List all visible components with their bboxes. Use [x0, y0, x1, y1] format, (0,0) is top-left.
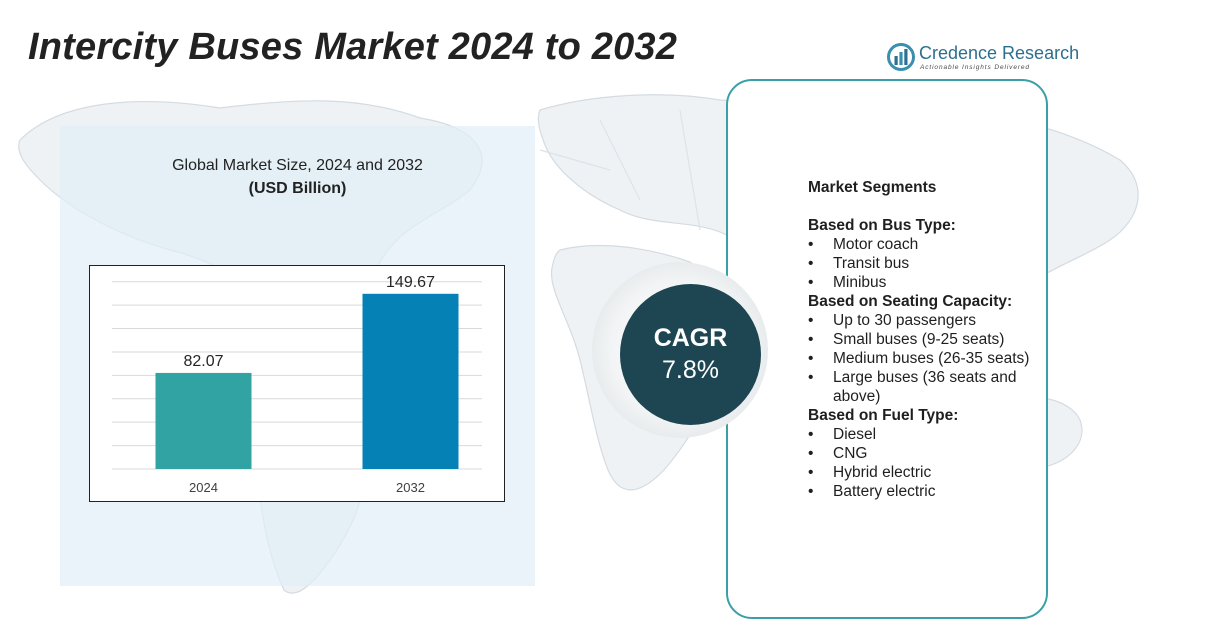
chart-unit: (USD Billion) — [248, 180, 347, 197]
chart-data-label: 149.67 — [386, 274, 435, 291]
chart-panel: Global Market Size, 2024 and 2032 (USD B… — [60, 126, 535, 586]
chart-bar-2032 — [362, 293, 459, 469]
segment-item: Diesel — [808, 425, 1043, 444]
chart-title: Global Market Size, 2024 and 2032 — [172, 157, 423, 174]
segment-item: Motor coach — [808, 235, 1043, 254]
logo-tagline: Actionable Insights Delivered — [920, 64, 1030, 71]
segment-item: Up to 30 passengers — [808, 311, 1043, 330]
segment-item: Battery electric — [808, 482, 1043, 501]
cagr-label: CAGR — [653, 324, 728, 352]
chart-bars — [155, 293, 459, 469]
chart-category-label: 2024 — [189, 480, 218, 495]
segment-item: Minibus — [808, 273, 1043, 292]
segment-group-bus-type: Based on Bus Type: Motor coach Transit b… — [808, 216, 1043, 292]
segment-item: Small buses (9-25 seats) — [808, 330, 1043, 349]
cagr-badge: CAGR 7.8% — [592, 262, 782, 452]
segment-group-fuel-type: Based on Fuel Type: Diesel CNG Hybrid el… — [808, 406, 1043, 501]
segment-item: Large buses (36 seats and above) — [808, 368, 1043, 406]
segment-group-title: Based on Bus Type: — [808, 217, 956, 234]
bar-chart: 82.07 2024 149.67 2032 — [89, 265, 505, 502]
logo-name: Credence Research — [919, 43, 1080, 63]
page-title: Intercity Buses Market 2024 to 2032 — [28, 26, 678, 68]
cagr-circle: CAGR 7.8% — [620, 284, 761, 425]
segment-item: Transit bus — [808, 254, 1043, 273]
chart-data-label: 82.07 — [183, 353, 223, 370]
credence-research-logo[interactable]: Credence Research Actionable Insights De… — [886, 42, 1080, 76]
cagr-value: 7.8% — [662, 356, 719, 384]
bar-chart-circle-icon — [887, 43, 915, 71]
chart-bar-2024 — [155, 372, 252, 469]
segment-group-seating-capacity: Based on Seating Capacity: Up to 30 pass… — [808, 292, 1043, 406]
market-segments-list: Market Segments Based on Bus Type: Motor… — [808, 178, 1043, 501]
chart-category-label: 2032 — [396, 480, 425, 495]
segment-item: CNG — [808, 444, 1043, 463]
segment-group-title: Based on Fuel Type: — [808, 407, 959, 424]
segment-item: Hybrid electric — [808, 463, 1043, 482]
segment-item: Medium buses (26-35 seats) — [808, 349, 1043, 368]
chart-labels: 82.07 2024 149.67 2032 — [183, 274, 435, 495]
segments-heading: Market Segments — [808, 179, 937, 196]
segment-group-title: Based on Seating Capacity: — [808, 293, 1013, 310]
